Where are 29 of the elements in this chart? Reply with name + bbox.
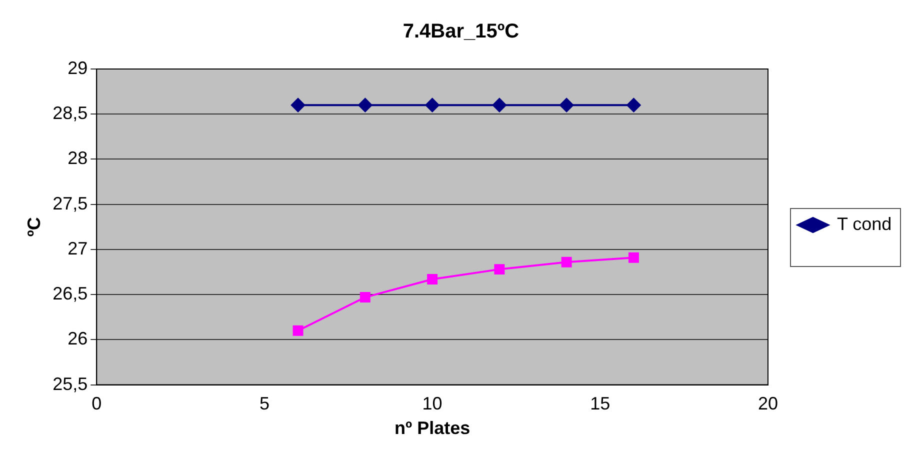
y-tick-label: 26 xyxy=(68,328,88,349)
point xyxy=(292,325,304,336)
y-tick-label: 28,5 xyxy=(52,103,88,124)
x-axis-title: nº Plates xyxy=(394,418,470,438)
y-tick-label: 27,5 xyxy=(52,193,88,214)
x-tick-label: 0 xyxy=(92,394,102,414)
y-tick-label: 27 xyxy=(68,238,88,258)
y-axis-title: ºC xyxy=(24,217,44,237)
x-tick-label: 5 xyxy=(259,394,270,414)
x-tick-label: 10 xyxy=(422,394,442,414)
y-tick-label: 29 xyxy=(68,58,88,78)
point xyxy=(360,292,370,303)
legend-label: T cond xyxy=(836,214,892,234)
point xyxy=(358,98,372,112)
chart-title: 7.4Bar_15ºC xyxy=(402,20,520,43)
x-tick-label: 20 xyxy=(758,394,778,414)
point xyxy=(494,264,505,275)
point xyxy=(560,98,574,112)
x-tick-label: 15 xyxy=(590,394,610,414)
point xyxy=(427,274,438,284)
point xyxy=(492,98,506,112)
point xyxy=(425,98,440,112)
y-tick-label: 28 xyxy=(68,148,88,168)
point xyxy=(291,98,306,112)
y-tick-label: 25,5 xyxy=(52,374,88,394)
y-tick-label: 26,5 xyxy=(52,284,88,304)
point xyxy=(628,252,639,263)
point xyxy=(561,256,572,268)
point xyxy=(626,98,641,112)
